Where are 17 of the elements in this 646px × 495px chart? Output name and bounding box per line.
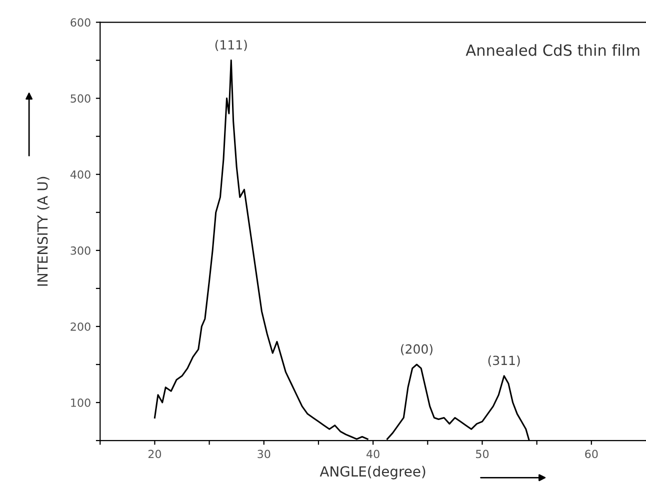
y-tick-label: 300 [70, 246, 90, 255]
y-tick-label: 600 [70, 18, 90, 27]
y-tick-label: 100 [71, 398, 90, 407]
annotation: Annealed CdS thin film [466, 44, 640, 56]
y-tick-label: 200 [70, 322, 90, 331]
annotation: (311) [488, 355, 520, 367]
x-tick-label: 60 [585, 450, 598, 458]
y-axis-title: INTENSITY (A U) [37, 176, 50, 286]
x-tick-label: 40 [366, 450, 380, 458]
annotation: (111) [215, 40, 247, 52]
x-tick-label: 30 [258, 450, 270, 458]
y-tick-label: 500 [70, 94, 90, 103]
annotation: (200) [401, 344, 432, 356]
x-tick-label: 50 [476, 450, 489, 458]
y-tick-label: 400 [70, 170, 90, 179]
x-tick-label: 20 [148, 450, 162, 458]
x-axis-title: ANGLE(degree) [320, 466, 426, 480]
